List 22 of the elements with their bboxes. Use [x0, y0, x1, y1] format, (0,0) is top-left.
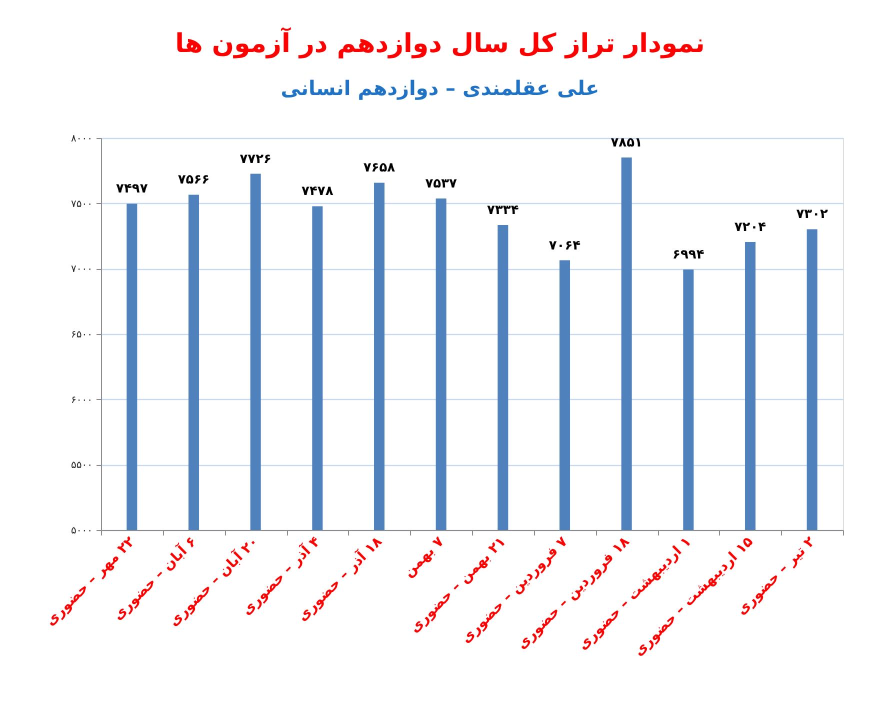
data-label: ۷۵۶۶: [178, 172, 210, 188]
y-tick-label: ۸۰۰۰: [71, 134, 92, 144]
data-label: ۷۵۳۷: [425, 176, 458, 192]
data-label: ۷۴۷۸: [302, 184, 334, 200]
data-label: ۷۳۳۴: [487, 203, 519, 218]
data-label: ۷۷۲۶: [240, 152, 272, 167]
y-tick-label: ۷۵۰۰: [71, 198, 92, 210]
data-label: ۷۴۹۷: [116, 182, 148, 197]
y-tick-label: ۶۰۰۰: [71, 394, 92, 406]
y-tick-label: ۶۵۰۰: [71, 330, 92, 340]
data-label: ۶۹۹۴: [672, 247, 704, 262]
y-tick-label: ۵۵۰۰: [71, 460, 92, 472]
data-label: ۷۳۰۲: [796, 207, 828, 222]
data-label: ۷۰۶۴: [548, 238, 581, 254]
data-label: ۷۸۵۱: [610, 135, 642, 150]
data-label: ۷۲۰۴: [734, 220, 766, 236]
x-tick-label: ۷ بهمن: [400, 534, 448, 580]
y-tick-label: ۷۰۰۰: [71, 264, 92, 276]
chart-title: نمودار تراز کل سال دوازدهم در آزمون ها: [175, 27, 705, 59]
chart-subtitle: علی عقلمندی – دوازدهم انسانی: [280, 76, 600, 100]
y-tick-label: ۵۰۰۰: [71, 526, 92, 536]
data-label: ۷۶۵۸: [363, 160, 396, 176]
